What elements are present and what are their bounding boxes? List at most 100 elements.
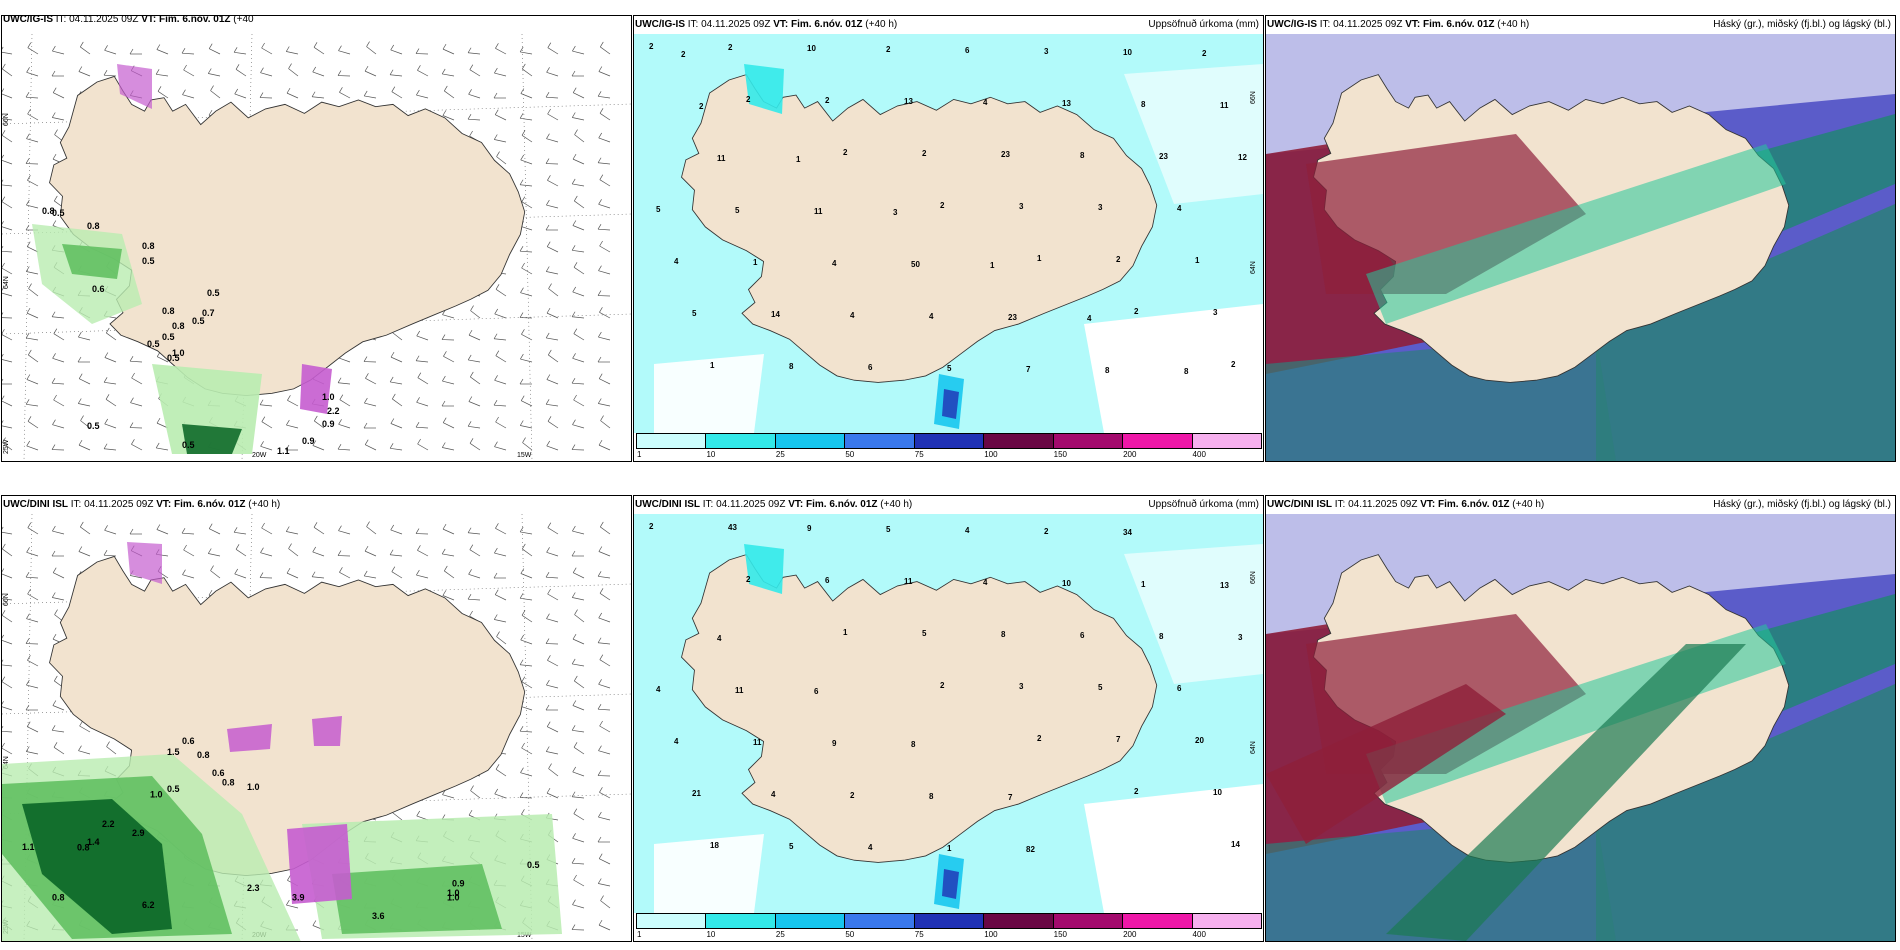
precip-total: 8 <box>1105 366 1110 375</box>
colorbar-swatch <box>636 433 707 449</box>
valid-time: Fim. 6.nóv. 01Z <box>791 19 863 30</box>
colorbar-swatch <box>913 913 985 929</box>
precip-total: 23 <box>1159 152 1168 161</box>
precip-total: 1 <box>1037 254 1042 263</box>
vt-label: VT: <box>1405 19 1421 30</box>
precip-value: 0.8 <box>222 777 235 787</box>
precip-total: 2 <box>649 42 654 51</box>
precip-value: 0.5 <box>162 332 175 342</box>
lead-time: (+40 <box>233 15 254 25</box>
valid-time: Fim. 6.nóv. 01Z <box>1438 499 1510 510</box>
precip-total: 4 <box>868 843 873 852</box>
precip-total: 2 <box>649 522 654 531</box>
precip-total: 11 <box>735 686 744 695</box>
precip-map: 2222122222323110132331582484414661323514… <box>634 34 1263 433</box>
precip-total: 4 <box>983 578 988 587</box>
precip-total: 2 <box>1116 255 1121 264</box>
precip-value: 0.5 <box>167 784 180 794</box>
precip-total: 8 <box>1001 630 1006 639</box>
lat-label-66n: 66N <box>1250 91 1257 104</box>
precip-spots <box>744 544 964 909</box>
panel-wind-dini: UWC/DINI ISL IT: 04.11.2025 09Z VT: Fim.… <box>1 495 632 942</box>
precip-total: 6 <box>965 46 970 55</box>
valid-time: Fim. 6.nóv. 01Z <box>174 499 246 510</box>
dry-areas <box>654 64 1263 433</box>
precip-total: 13 <box>1220 581 1229 590</box>
precip-total: 5 <box>922 629 927 638</box>
precip-value: 6.2 <box>142 900 155 910</box>
precip-total: 11 <box>1220 101 1229 110</box>
precip-total: 2 <box>746 575 751 584</box>
colorbar-tick: 10 <box>706 930 716 939</box>
valid-time: Fim. 6.nóv. 01Z <box>1423 19 1495 30</box>
colorbar-tick: 400 <box>1192 450 1206 459</box>
precip-total: 7 <box>1008 793 1013 802</box>
precip-total: 8 <box>929 792 934 801</box>
precip-total: 1 <box>843 628 848 637</box>
lat-label-64n: 64N <box>3 276 10 289</box>
precip-total: 5 <box>789 842 794 851</box>
map-area: 66N 64N 25W 20W 15W 0.8 0.5 0.8 0.8 0.5 0.6 0.5 0.8 1… <box>2 34 631 461</box>
precip-value: 0.6 <box>212 768 225 778</box>
colorbar-swatch <box>774 913 846 929</box>
precip-total: 5 <box>1098 683 1103 692</box>
precip-total: 13 <box>904 97 913 106</box>
it-label: IT: <box>1334 499 1346 510</box>
precip-value: 2.3 <box>247 883 260 893</box>
precip-total: 8 <box>1184 367 1189 376</box>
precip-value: 0.5 <box>207 288 220 298</box>
precip-total: 5 <box>656 205 661 214</box>
precip-value: 3.6 <box>372 911 385 921</box>
precip-value: 1.0 <box>447 892 460 902</box>
map-area <box>1266 34 1895 461</box>
precip-value: 1.5 <box>167 747 180 757</box>
precip-total: 3 <box>1238 633 1243 642</box>
model-name: UWC/IG-IS <box>635 19 685 30</box>
precip-shading <box>2 542 562 941</box>
precip-total: 5 <box>735 206 740 215</box>
precip-total: 6 <box>1177 684 1182 693</box>
precip-value: 0.5 <box>167 353 180 363</box>
precip-total: 12 <box>1238 153 1247 162</box>
precip-total: 2 <box>681 50 686 59</box>
precip-total: 8 <box>789 362 794 371</box>
colorbar-swatch <box>983 913 1054 929</box>
precip-total: 4 <box>965 526 970 535</box>
precip-value: 0.8 <box>87 221 100 231</box>
colorbar-swatch <box>913 433 985 449</box>
precip-total: 11 <box>814 207 823 216</box>
precip-value: 0.8 <box>77 843 90 853</box>
panel-header: UWC/DINI ISL IT: 04.11.2025 09Z VT: Fim.… <box>3 498 629 512</box>
precip-total: 10 <box>1123 48 1132 57</box>
colorbar: 1 10 25 50 75 100 150 200 400 <box>636 433 1262 459</box>
precip-shading <box>32 64 332 454</box>
precip-total: 2 <box>1231 360 1236 369</box>
panel-precip-dini: UWC/DINI ISL IT: 04.11.2025 09Z VT: Fim.… <box>633 495 1264 942</box>
precip-totals: 2222122222323110132331582484414661323514… <box>649 42 1247 376</box>
precip-total: 2 <box>1037 734 1042 743</box>
colorbar-swatch <box>705 433 776 449</box>
lon-label-15w: 15W <box>517 932 532 939</box>
model-name: UWC/IG-IS <box>3 15 53 25</box>
precip-total: 2 <box>922 149 927 158</box>
precip-total: 1 <box>990 261 995 270</box>
precip-total: 2 <box>728 43 733 52</box>
it-label: IT: <box>55 15 67 25</box>
precip-total: 10 <box>1213 788 1222 797</box>
precip-value: 1.0 <box>322 392 335 402</box>
field-title: Uppsöfnuð úrkoma (mm) <box>1148 499 1259 510</box>
precip-value: 0.5 <box>142 256 155 266</box>
precip-total: 4 <box>929 312 934 321</box>
precip-total: 14 <box>771 310 780 319</box>
precip-total: 18 <box>710 841 719 850</box>
precip-value: 0.9 <box>322 419 335 429</box>
precip-value: 0.5 <box>87 421 100 431</box>
precip-value: 2.2 <box>102 819 115 829</box>
precip-total: 11 <box>717 154 726 163</box>
colorbar-tick: 1 <box>637 450 642 459</box>
field-title: Uppsöfnuð úrkoma (mm) <box>1148 19 1259 30</box>
lat-label-66n: 66N <box>1250 571 1257 584</box>
precip-value: 0.8 <box>162 306 175 316</box>
precip-total: 6 <box>825 576 830 585</box>
precip-total: 5 <box>692 309 697 318</box>
